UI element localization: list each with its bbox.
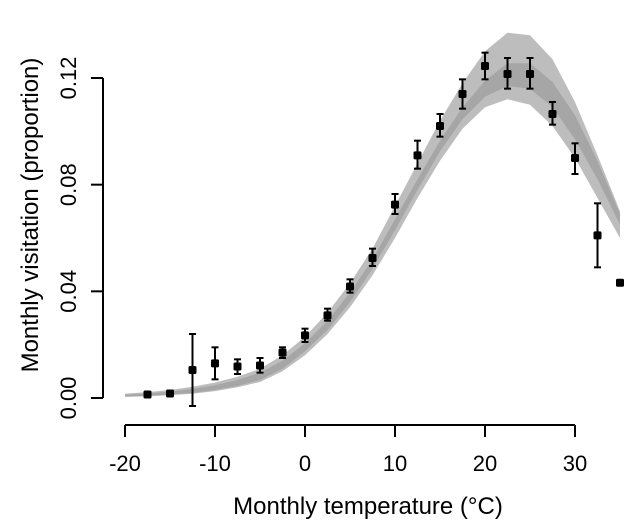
data-point [323, 307, 332, 322]
point-marker [188, 366, 197, 374]
y-tick-label: 0.00 [56, 377, 81, 420]
point-marker [278, 348, 287, 357]
data-point [593, 202, 602, 269]
point-marker [413, 151, 422, 160]
x-axis-title: Monthly temperature (°C) [233, 493, 503, 520]
data-point [616, 278, 624, 287]
point-marker [481, 62, 489, 70]
point-marker [616, 278, 624, 287]
point-marker [166, 389, 174, 398]
y-tick-label: 0.12 [56, 57, 81, 100]
point-marker [256, 361, 264, 370]
point-marker [571, 154, 579, 162]
data-point [481, 51, 489, 81]
y-tick-label: 0.04 [56, 270, 81, 313]
point-marker [526, 70, 534, 78]
y-axis-title: Monthly visitation (proportion) [17, 58, 44, 373]
x-tick-label: 0 [299, 451, 311, 476]
data-point [188, 333, 197, 407]
point-marker [391, 200, 399, 209]
data-point [346, 278, 354, 294]
point-marker [143, 390, 152, 399]
data-point [166, 389, 174, 398]
fitted-band [125, 32, 620, 397]
point-marker [458, 90, 467, 98]
point-marker [593, 231, 602, 240]
data-point [458, 78, 467, 110]
point-marker [233, 362, 242, 371]
data-point [211, 346, 219, 381]
y-tick-label: 0.08 [56, 163, 81, 206]
data-point [143, 390, 152, 399]
data-point [278, 346, 287, 359]
point-marker [436, 122, 444, 130]
point-marker [368, 254, 377, 262]
data-point [526, 57, 534, 90]
data-point [413, 139, 422, 170]
point-marker [548, 110, 557, 118]
point-marker [301, 331, 309, 340]
data-point [391, 193, 399, 215]
data-point [301, 327, 309, 343]
x-tick-label: 30 [563, 451, 587, 476]
data-point [256, 357, 264, 374]
data-point [503, 57, 512, 90]
data-point [548, 101, 557, 126]
point-marker [503, 70, 512, 78]
x-tick-label: 10 [383, 451, 407, 476]
data-point [233, 358, 242, 375]
x-tick-label: 20 [473, 451, 497, 476]
data-point [368, 247, 377, 267]
data-point [436, 113, 444, 138]
point-marker [323, 311, 332, 320]
axes: 0.00 0.04 0.08 0.12 -20 -10 0 10 20 30 [56, 57, 587, 476]
point-marker [346, 282, 354, 291]
data-points [143, 51, 624, 407]
point-marker [211, 359, 219, 368]
x-tick-label: -20 [109, 451, 141, 476]
data-point [571, 142, 579, 175]
x-tick-label: -10 [199, 451, 231, 476]
